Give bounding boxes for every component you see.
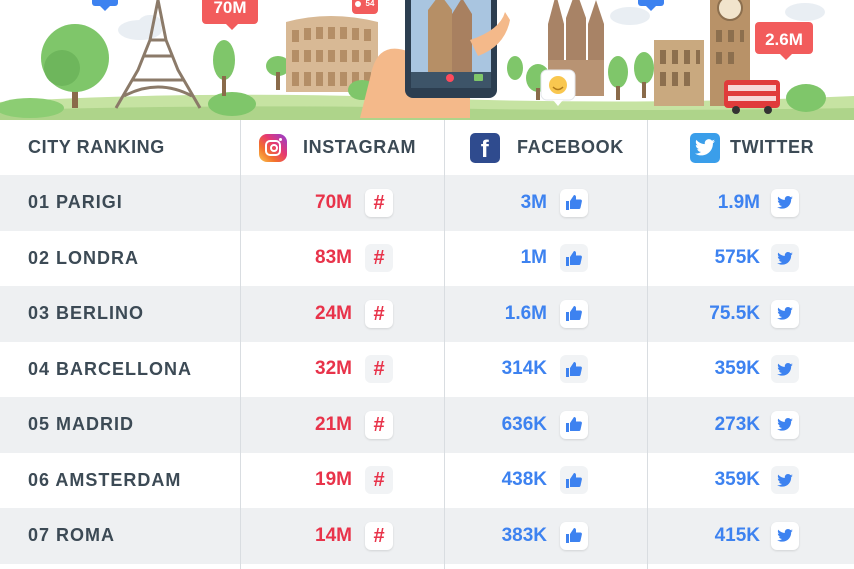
thumbs-up-icon: [560, 355, 588, 384]
twitter-bird-icon: [771, 410, 799, 439]
header-facebook-label: FACEBOOK: [517, 137, 624, 157]
table-row: 04 BARCELLONA 32M #314K 359K: [0, 341, 854, 397]
table-row: 03 BERLINO 24M #1.6M 75.5K: [0, 286, 854, 342]
instagram-value: 21M: [315, 413, 352, 435]
city-name: 03 BERLINO: [28, 303, 145, 324]
twitter-value: 575K: [714, 247, 760, 269]
hashtag-icon: #: [365, 299, 393, 328]
instagram-value: 14M: [315, 524, 352, 546]
thumbs-up-icon: [560, 521, 588, 550]
hashtag-icon: #: [365, 521, 393, 550]
facebook-value: 438K: [501, 469, 547, 491]
table-row: 01 PARIGI 70M #3M 1.9M: [0, 175, 854, 231]
table-header: CITY RANKING INSTAGRAM f FACEBOOK TWITTE…: [0, 120, 854, 175]
smartphone-icon: [360, 0, 510, 118]
colosseum-icon: [286, 16, 378, 92]
instagram-value: 19M: [315, 469, 352, 491]
header-twitter-label: TWITTER: [730, 137, 815, 157]
instagram-value: 24M: [315, 302, 352, 324]
city-name: 04 BARCELLONA: [28, 358, 193, 379]
facebook-value: 1.6M: [504, 302, 547, 324]
city-illustration-banner: 70M 54 2.6M: [0, 0, 854, 120]
notification-bubble-small: 54: [352, 0, 378, 14]
facebook-value: 383K: [501, 524, 547, 546]
bubble-left-text: 70M: [213, 0, 246, 17]
column-divider: [647, 120, 648, 569]
header-instagram-label: INSTAGRAM: [303, 137, 417, 157]
column-divider: [240, 120, 241, 569]
eiffel-tower-icon: [114, 0, 202, 109]
city-name: 06 AMSTERDAM: [28, 469, 182, 490]
social-ranking-table: CITY RANKING INSTAGRAM f FACEBOOK TWITTE…: [0, 120, 854, 569]
table-row: 07 ROMA 14M #383K 415K: [0, 508, 854, 564]
twitter-logo-icon: [690, 132, 720, 163]
instagram-value: 83M: [315, 247, 352, 269]
twitter-value: 415K: [714, 524, 760, 546]
facebook-value: 314K: [501, 358, 547, 380]
twitter-bird-icon: [771, 299, 799, 328]
table-row: 06 AMSTERDAM 19M #438K 359K: [0, 452, 854, 508]
notification-bubble-right: 2.6M: [755, 22, 813, 60]
column-divider: [444, 120, 445, 569]
city-name: 02 LONDRA: [28, 247, 140, 268]
twitter-value: 359K: [714, 358, 760, 380]
table-row: 02 LONDRA 83M #1M 575K: [0, 230, 854, 286]
hashtag-icon: #: [365, 410, 393, 439]
city-name: 07 ROMA: [28, 525, 116, 546]
header-twitter: TWITTER: [690, 120, 814, 175]
header-instagram: INSTAGRAM: [259, 120, 416, 175]
city-name: 01 PARIGI: [28, 192, 123, 213]
thumbs-up-icon: [560, 466, 588, 495]
thumbs-up-icon: [560, 299, 588, 328]
hashtag-icon: #: [365, 244, 393, 273]
twitter-bird-icon: [771, 188, 799, 217]
notification-bubble-left: 70M: [202, 0, 258, 30]
header-facebook: f FACEBOOK: [470, 120, 624, 175]
london-bus-icon: [724, 80, 780, 114]
bubble-small-text: 54: [366, 0, 375, 8]
twitter-bird-icon: [771, 355, 799, 384]
twitter-value: 273K: [714, 413, 760, 435]
twitter-value: 1.9M: [717, 191, 760, 213]
hashtag-icon: #: [365, 188, 393, 217]
thumbs-up-icon: [560, 244, 588, 273]
instagram-value: 32M: [315, 358, 352, 380]
facebook-value: 3M: [520, 191, 547, 213]
city-name: 05 MADRID: [28, 414, 135, 435]
smiley-pin-icon: [540, 69, 576, 106]
facebook-value: 1M: [520, 247, 547, 269]
instagram-value: 70M: [315, 191, 352, 213]
facebook-value: 636K: [501, 413, 547, 435]
twitter-value: 359K: [714, 469, 760, 491]
header-city-ranking: CITY RANKING: [28, 137, 165, 157]
instagram-logo-icon: [259, 133, 287, 162]
twitter-bird-icon: [771, 466, 799, 495]
tree-icon: [41, 24, 109, 108]
table-row: 05 MADRID 21M #636K 273K: [0, 397, 854, 453]
thumbs-up-icon: [560, 188, 588, 217]
twitter-bird-icon: [771, 244, 799, 273]
facebook-logo-icon: f: [470, 132, 500, 163]
hashtag-icon: #: [365, 355, 393, 384]
banner-illustration: 70M 54 2.6M: [0, 0, 854, 120]
twitter-bird-icon: [771, 521, 799, 550]
bubble-right-text: 2.6M: [765, 30, 803, 49]
thumbs-up-icon: [560, 410, 588, 439]
hashtag-icon: #: [365, 466, 393, 495]
twitter-value: 75.5K: [709, 302, 760, 324]
